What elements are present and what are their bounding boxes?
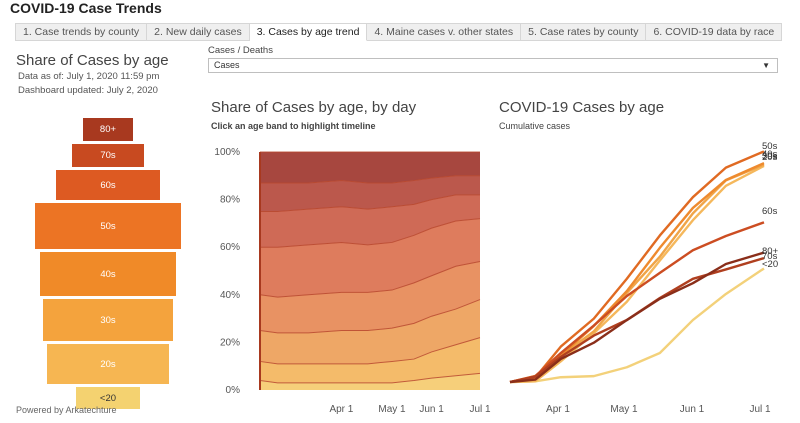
line-chart-title: COVID-19 Cases by age xyxy=(499,99,665,116)
pyramid-bar-label: 80+ xyxy=(99,124,117,135)
pyramid-bar-80[interactable]: 80+ xyxy=(82,118,134,141)
line-end-label: 80+ xyxy=(762,246,779,257)
pyramid-bar-20s[interactable]: 20s xyxy=(47,344,169,384)
x-tick-label: Apr 1 xyxy=(329,404,353,415)
tab-bar: 1. Case trends by county 2. New daily ca… xyxy=(15,23,783,41)
x-tick-label: May 1 xyxy=(610,404,638,415)
chevron-down-icon: ▼ xyxy=(762,61,770,70)
x-tick-label: Apr 1 xyxy=(546,404,570,415)
area-band-boundary xyxy=(260,218,481,248)
cases-deaths-dropdown[interactable]: Cases ▼ xyxy=(208,58,778,73)
pyramid-bar-label: <20 xyxy=(99,392,117,404)
tab-new-daily-cases[interactable]: 2. New daily cases xyxy=(147,23,250,41)
area-band-30s[interactable] xyxy=(260,299,480,364)
tab-case-rates-by-county[interactable]: 5. Case rates by county xyxy=(521,23,647,41)
powered-by-text: Powered by Arkatechture xyxy=(16,405,117,415)
x-tick-label: Jul 1 xyxy=(469,404,491,415)
pyramid-bar-50s[interactable]: 50s xyxy=(35,203,181,249)
line-end-label: 70s xyxy=(762,251,778,262)
share-by-day-area-chart[interactable]: 0% 20% 40% 60% 80% 100% Apr 1 May 1 Jun 1 Jul 1 xyxy=(208,140,493,418)
x-tick-label: Jul 1 xyxy=(749,404,771,415)
line-series-20[interactable] xyxy=(509,267,765,384)
x-tick-label: Jun 1 xyxy=(419,404,444,415)
area-band-boundary xyxy=(260,194,480,212)
y-tick-label: 80% xyxy=(220,195,240,206)
pyramid-bar-label: 30s xyxy=(100,314,116,326)
y-tick-label: 100% xyxy=(214,147,240,158)
y-tick-label: 0% xyxy=(226,385,241,396)
area-band-20[interactable] xyxy=(260,373,480,390)
tab-case-trends-by-county[interactable]: 1. Case trends by county xyxy=(15,23,148,41)
dashboard-updated-text: Dashboard updated: July 2, 2020 xyxy=(18,85,158,96)
pyramid-bar-70s[interactable]: 70s xyxy=(71,144,145,167)
area-band-20s[interactable] xyxy=(260,337,480,383)
pyramid-bar-label: 70s xyxy=(100,150,116,161)
area-band-boundary xyxy=(260,175,480,184)
pyramid-bar-label: 20s xyxy=(100,358,116,370)
line-end-label: 40s xyxy=(762,149,778,160)
area-band-50s[interactable] xyxy=(260,218,480,298)
tab-cases-by-age-trend[interactable]: 3. Cases by age trend xyxy=(249,23,368,41)
pyramid-bar-20[interactable]: <20 xyxy=(75,387,141,409)
area-band-boundary xyxy=(259,299,481,334)
area-band-boundary xyxy=(259,372,481,384)
pyramid-bar-label: 50s xyxy=(100,220,116,232)
line-series-40s[interactable] xyxy=(509,162,765,384)
line-series-60s[interactable] xyxy=(509,221,765,384)
area-chart-subtitle: Click an age band to highlight timeline xyxy=(211,121,376,131)
tab-maine-vs-other-states[interactable]: 4. Maine cases v. other states xyxy=(367,23,522,41)
pyramid-bar-60s[interactable]: 60s xyxy=(55,170,161,200)
line-end-label: <20 xyxy=(762,259,778,270)
y-tick-label: 40% xyxy=(220,290,240,301)
x-tick-label: Jun 1 xyxy=(680,404,705,415)
line-end-label: 60s xyxy=(762,206,778,217)
area-band-40s[interactable] xyxy=(260,261,480,333)
line-end-label: 30s xyxy=(762,151,778,162)
dashboard-title: COVID-19 Case Trends xyxy=(10,0,162,16)
pyramid-bar-label: 60s xyxy=(100,179,116,191)
line-end-label: 50s xyxy=(762,141,778,152)
filter-label: Cases / Deaths xyxy=(208,45,273,56)
line-series-20s[interactable] xyxy=(509,164,765,384)
pyramid-bar-40s[interactable]: 40s xyxy=(40,252,176,296)
area-chart-title: Share of Cases by age, by day xyxy=(211,99,417,116)
share-of-cases-title: Share of Cases by age xyxy=(16,52,169,69)
line-series-30s[interactable] xyxy=(509,163,765,384)
x-tick-label: May 1 xyxy=(378,404,406,415)
area-band-70s[interactable] xyxy=(260,175,480,212)
line-series-80[interactable] xyxy=(509,251,765,384)
data-as-of-text: Data as of: July 1, 2020 11:59 pm xyxy=(18,71,160,82)
y-tick-label: 60% xyxy=(220,242,240,253)
dropdown-selected-value: Cases xyxy=(214,60,240,70)
area-band-boundary xyxy=(259,260,481,298)
line-end-label: 20s xyxy=(762,152,778,163)
pyramid-bar-label: 40s xyxy=(100,268,116,280)
area-band-boundary xyxy=(259,337,481,365)
pyramid-bar-30s[interactable]: 30s xyxy=(42,299,174,341)
tab-data-by-race[interactable]: 6. COVID-19 data by race xyxy=(646,23,783,41)
y-tick-label: 20% xyxy=(220,337,240,348)
area-band-80[interactable] xyxy=(260,152,480,183)
line-chart-subtitle: Cumulative cases xyxy=(499,121,571,131)
area-band-60s[interactable] xyxy=(260,194,480,248)
